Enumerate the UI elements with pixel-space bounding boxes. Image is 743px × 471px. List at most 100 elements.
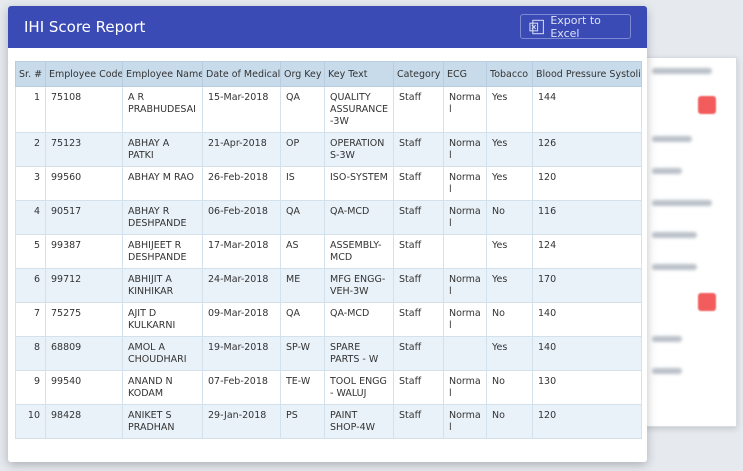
table-cell: ISO-SYSTEM — [324, 166, 394, 201]
table-cell: Staff — [393, 86, 444, 133]
table-row: 6 99712 ABHIJIT A KINHIKAR 24-Mar-2018 ME MFG… — [15, 268, 642, 303]
table-cell: TE-W — [280, 370, 325, 405]
table-cell: 68809 — [45, 336, 123, 371]
table-cell: 120 — [532, 166, 642, 201]
table-cell: Normal — [443, 268, 487, 303]
table-cell: No — [486, 404, 533, 439]
table-cell: Staff — [393, 166, 444, 201]
table-cell: IS — [280, 166, 325, 201]
table-cell: 26-Feb-2018 — [202, 166, 281, 201]
table-cell: Staff — [393, 234, 444, 269]
table-cell: Normal — [443, 132, 487, 167]
table-cell: Staff — [393, 370, 444, 405]
table-cell: Yes — [486, 166, 533, 201]
table-cell: QA — [280, 302, 325, 337]
table-row: 8 68809 AMOL A CHOUDHARI 19-Mar-2018 SP-W SPA… — [15, 336, 642, 371]
table-cell: 3 — [15, 166, 46, 201]
table-cell: Yes — [486, 336, 533, 371]
table-cell: Normal — [443, 86, 487, 133]
table-row: 2 75123 ABHAY A PATKI 21-Apr-2018 OP OPERATIO… — [15, 132, 642, 167]
table-cell: TOOL ENGG - WALUJ — [324, 370, 394, 405]
column-header: Employee Code — [45, 61, 123, 87]
table-cell: 24-Mar-2018 — [202, 268, 281, 303]
table-row: 5 99387 ABHIJEET R DESHPANDE 17-Mar-2018 AS A… — [15, 234, 642, 269]
column-header: Category — [393, 61, 444, 87]
table-cell: 130 — [532, 370, 642, 405]
table-cell: Yes — [486, 132, 533, 167]
table-cell: 19-Mar-2018 — [202, 336, 281, 371]
blurred-text — [652, 200, 712, 206]
table-cell: 75123 — [45, 132, 123, 167]
background-panel — [645, 57, 737, 427]
score-table: Sr. # Employee Code Employee Name Date of M… — [15, 61, 642, 439]
table-cell: AS — [280, 234, 325, 269]
export-button[interactable]: Export to Excel — [520, 14, 631, 40]
table-cell: A R PRABHUDESAI — [122, 86, 203, 133]
table-cell: AJIT D KULKARNI — [122, 302, 203, 337]
table-row: 4 90517 ABHAY R DESHPANDE 06-Feb-2018 QA QA-M… — [15, 200, 642, 235]
table-row: 7 75275 AJIT D KULKARNI 09-Mar-2018 QA QA-MCD… — [15, 302, 642, 337]
table-cell: QA-MCD — [324, 200, 394, 235]
blurred-text — [652, 232, 697, 238]
table-cell: 98428 — [45, 404, 123, 439]
table-cell: Staff — [393, 404, 444, 439]
table-cell: ABHAY R DESHPANDE — [122, 200, 203, 235]
table-cell: ABHIJIT A KINHIKAR — [122, 268, 203, 303]
column-header: Blood Pressure Systolic — [532, 61, 642, 87]
table-cell: Staff — [393, 268, 444, 303]
table-cell: OPERATIONS-3W — [324, 132, 394, 167]
table-cell: 124 — [532, 234, 642, 269]
header-row: Sr. # Employee Code Employee Name Date of M… — [15, 61, 642, 87]
table-cell: ABHAY A PATKI — [122, 132, 203, 167]
column-header: Tobacco — [486, 61, 533, 87]
table-cell: Yes — [486, 268, 533, 303]
table-cell: Normal — [443, 166, 487, 201]
table-cell: Staff — [393, 336, 444, 371]
column-header: Key Text — [324, 61, 394, 87]
table-cell — [443, 234, 487, 269]
table-cell: ANIKET S PRADHAN — [122, 404, 203, 439]
column-header: Date of Medical — [202, 61, 281, 87]
table-cell: ASSEMBLY-MCD — [324, 234, 394, 269]
column-header: Org Key — [280, 61, 325, 87]
table-cell: 5 — [15, 234, 46, 269]
blurred-text — [652, 264, 697, 270]
table-cell: SPARE PARTS - W — [324, 336, 394, 371]
table-cell: Staff — [393, 132, 444, 167]
table-cell: 09-Mar-2018 — [202, 302, 281, 337]
blurred-button — [698, 293, 716, 311]
table-cell: No — [486, 200, 533, 235]
blurred-button — [698, 96, 716, 114]
table-cell: MFG ENGG-VEH-3W — [324, 268, 394, 303]
table-cell: ME — [280, 268, 325, 303]
table-cell: 90517 — [45, 200, 123, 235]
table-cell: 2 — [15, 132, 46, 167]
modal-header: IHI Score Report Export to Excel — [8, 6, 647, 48]
table-cell: Staff — [393, 302, 444, 337]
column-header: ECG — [443, 61, 487, 87]
modal-title: IHI Score Report — [24, 18, 146, 36]
table-cell: 29-Jan-2018 — [202, 404, 281, 439]
table-cell: 17-Mar-2018 — [202, 234, 281, 269]
table-cell: 6 — [15, 268, 46, 303]
table-cell: No — [486, 302, 533, 337]
report-modal: IHI Score Report Export to Excel Sr. # Em… — [8, 6, 647, 462]
table-cell: AMOL A CHOUDHARI — [122, 336, 203, 371]
table-cell: 9 — [15, 370, 46, 405]
table-cell: 170 — [532, 268, 642, 303]
table-cell: QA — [280, 200, 325, 235]
column-header: Employee Name — [122, 61, 203, 87]
table-cell: PS — [280, 404, 325, 439]
table-cell: 140 — [532, 336, 642, 371]
table-cell: Yes — [486, 86, 533, 133]
table-row: 9 99540 ANAND N KODAM 07-Feb-2018 TE-W TOOL E… — [15, 370, 642, 405]
table-cell: 116 — [532, 200, 642, 235]
table-cell: 99560 — [45, 166, 123, 201]
table-row: 1 75108 A R PRABHUDESAI 15-Mar-2018 QA QUALIT… — [15, 86, 642, 133]
table-cell: Yes — [486, 234, 533, 269]
table-cell: OP — [280, 132, 325, 167]
table-cell: 99540 — [45, 370, 123, 405]
blurred-text — [652, 336, 682, 342]
table-cell: No — [486, 370, 533, 405]
table-cell: QA — [280, 86, 325, 133]
